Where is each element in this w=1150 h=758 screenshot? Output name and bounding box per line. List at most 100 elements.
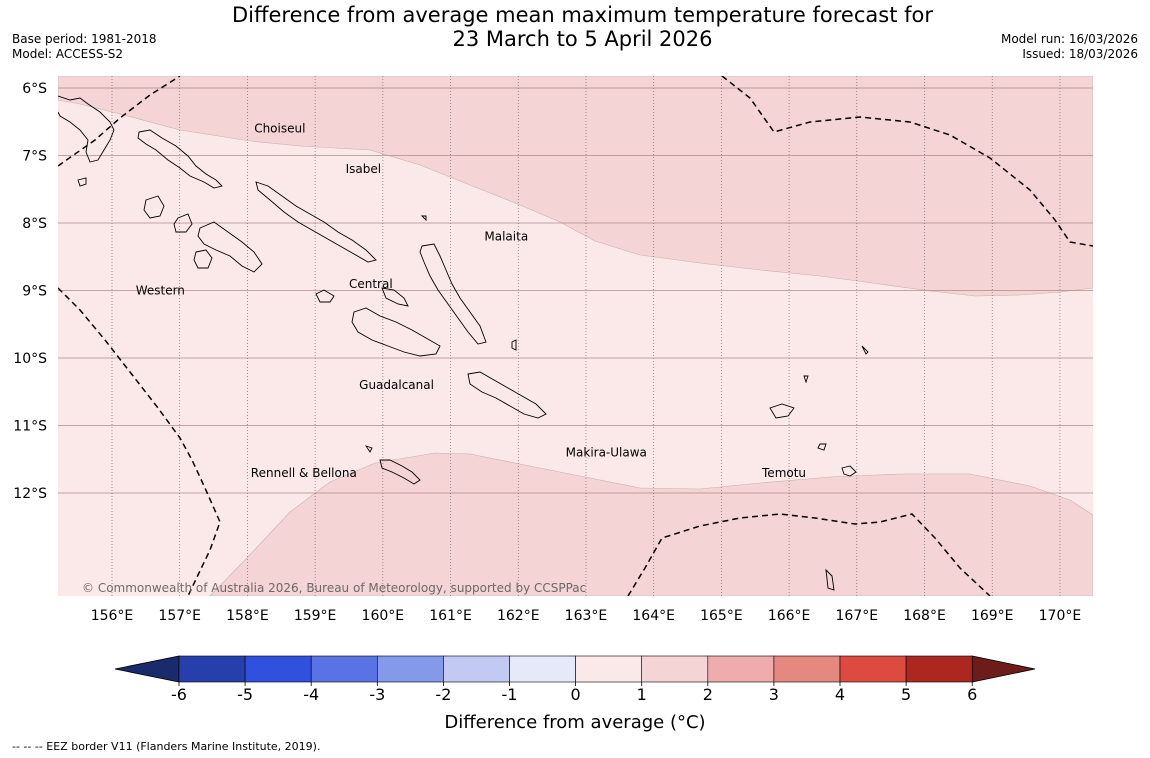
province-label: Isabel	[346, 162, 381, 176]
model-name: Model: ACCESS-S2	[12, 47, 124, 61]
island-isabel	[255, 181, 377, 263]
colorbar-tick-label: -4	[303, 685, 319, 704]
colorbar-tick-label: 2	[703, 685, 713, 704]
colorbar-tick-label: 4	[835, 685, 845, 704]
island-small-6	[364, 445, 373, 453]
island-utupua	[817, 443, 827, 451]
colorbar-swatch	[310, 655, 378, 683]
colorbar-swatch	[905, 655, 973, 683]
longitude-label: 169°E	[971, 608, 1014, 624]
colorbar-tick-label: 1	[637, 685, 647, 704]
island-small-2	[511, 339, 517, 351]
colorbar-swatch	[707, 655, 775, 683]
eez-legend-note: -- -- -- EEZ border V11 (Flanders Marine…	[12, 740, 321, 753]
latitude-label: 10°S	[13, 351, 47, 367]
longitude-label: 162°E	[497, 608, 540, 624]
anomaly-fill-1-to-2-south	[209, 452, 1093, 596]
colorbar-swatch	[178, 655, 246, 683]
title-line-2: 23 March to 5 April 2026	[452, 27, 713, 51]
longitude-label: 167°E	[836, 608, 879, 624]
island-malaita	[419, 243, 487, 345]
province-labels: Choiseul Isabel Malaita Western Central Guada…	[136, 122, 806, 480]
colorbar-tick-label: -6	[171, 685, 187, 704]
colorbar-tick-label: 0	[571, 685, 581, 704]
colorbar-swatch	[641, 655, 709, 683]
province-label: Rennell & Bellona	[251, 466, 357, 480]
coastlines	[58, 95, 869, 591]
island-small-1	[77, 177, 87, 187]
colorbar-tick-label: -2	[435, 685, 451, 704]
colorbar: -6 -5 -4 -3 -2 -1 0 1 2 3 4 5 6	[114, 655, 1036, 704]
colorbar-swatch	[244, 655, 312, 683]
island-vella-lavella	[143, 195, 165, 219]
eez-border-northwest	[58, 76, 181, 167]
colorbar-tick-label: 5	[901, 685, 911, 704]
province-label: Choiseul	[254, 122, 305, 136]
title-line-1: Difference from average mean maximum tem…	[232, 3, 933, 27]
longitude-label: 166°E	[768, 608, 811, 624]
longitude-label: 157°E	[158, 608, 201, 624]
island-ngella	[315, 289, 335, 303]
island-small-7	[420, 215, 427, 222]
meta-right: Model run: 16/03/2026 Issued: 18/03/2026	[1001, 32, 1138, 62]
issued-date: Issued: 18/03/2026	[1022, 47, 1138, 61]
longitude-label: 164°E	[632, 608, 675, 624]
eez-borders	[58, 76, 1093, 596]
colorbar-swatch	[509, 655, 576, 683]
latitude-labels: 6°S 7°S 8°S 9°S 10°S 11°S 12°S	[13, 81, 47, 502]
colorbar-overflow	[971, 655, 1036, 683]
base-period: Base period: 1981-2018	[12, 32, 157, 46]
colorbar-swatch	[443, 655, 510, 683]
island-guadalcanal	[351, 307, 441, 357]
island-small-5	[825, 568, 835, 591]
latitude-label: 12°S	[13, 486, 47, 502]
province-label: Central	[349, 277, 393, 291]
map-panel: Choiseul Isabel Malaita Western Central Guada…	[58, 76, 1093, 596]
graticule	[58, 76, 1093, 596]
colorbar-underflow	[114, 655, 180, 683]
copyright-notice: © Commonwealth of Australia 2026, Bureau…	[82, 581, 586, 595]
colorbar-tick-label: 6	[967, 685, 977, 704]
island-choiseul	[137, 129, 223, 189]
province-label: Western	[136, 284, 185, 298]
colorbar-swatch	[575, 655, 642, 683]
longitude-label: 165°E	[700, 608, 743, 624]
island-santa-cruz	[769, 403, 795, 419]
island-small-3	[803, 375, 809, 384]
island-small-4	[861, 345, 869, 355]
latitude-label: 7°S	[22, 149, 47, 165]
island-kolombangara	[193, 249, 213, 269]
colorbar-tick-label: -1	[502, 685, 518, 704]
eez-border-southeast	[627, 513, 991, 596]
island-vanikoro	[841, 465, 857, 477]
longitude-label: 161°E	[429, 608, 472, 624]
longitude-label: 160°E	[362, 608, 405, 624]
province-label: Makira-Ulawa	[566, 446, 647, 460]
colorbar-tick-label: -5	[237, 685, 253, 704]
island-makira	[467, 371, 547, 419]
longitude-label: 158°E	[226, 608, 269, 624]
latitude-label: 8°S	[22, 216, 47, 232]
colorbar-label: Difference from average (°C)	[444, 712, 705, 733]
colorbar-tick-label: 3	[769, 685, 779, 704]
map-title: Difference from average mean maximum tem…	[0, 3, 1150, 51]
province-label: Malaita	[484, 230, 528, 244]
island-bougainville	[58, 95, 115, 163]
colorbar-swatch	[376, 655, 444, 683]
island-new-georgia	[173, 213, 263, 273]
longitude-label: 168°E	[903, 608, 946, 624]
province-label: Guadalcanal	[359, 378, 434, 392]
island-russell	[381, 287, 409, 307]
model-run: Model run: 16/03/2026	[1000, 32, 1138, 46]
longitude-label: 163°E	[565, 608, 608, 624]
longitude-label: 170°E	[1039, 608, 1082, 624]
eez-border-west	[58, 287, 221, 596]
latitude-label: 6°S	[22, 81, 47, 97]
longitude-label: 159°E	[294, 608, 337, 624]
latitude-label: 9°S	[22, 284, 47, 300]
meta-left: Base period: 1981-2018 Model: ACCESS-S2	[12, 32, 157, 62]
colorbar-tick-label: -3	[369, 685, 385, 704]
island-rennell	[379, 459, 421, 485]
colorbar-swatch	[839, 655, 907, 683]
